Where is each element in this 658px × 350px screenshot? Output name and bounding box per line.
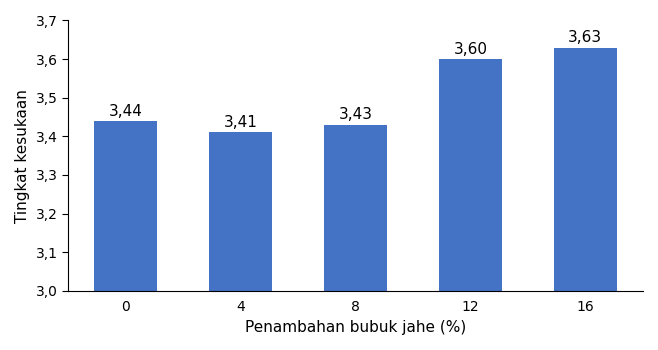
Text: 3,41: 3,41 — [224, 115, 257, 130]
Bar — [324, 125, 387, 291]
Bar — [553, 48, 617, 291]
Bar — [439, 59, 502, 291]
Text: 3,43: 3,43 — [338, 107, 372, 122]
Text: 3,63: 3,63 — [569, 30, 602, 45]
Text: 3,44: 3,44 — [109, 104, 143, 119]
Y-axis label: Tingkat kesukaan: Tingkat kesukaan — [15, 89, 30, 223]
Bar — [209, 132, 272, 291]
X-axis label: Penambahan bubuk jahe (%): Penambahan bubuk jahe (%) — [245, 320, 466, 335]
Bar — [94, 121, 157, 291]
Text: 3,60: 3,60 — [453, 42, 488, 57]
